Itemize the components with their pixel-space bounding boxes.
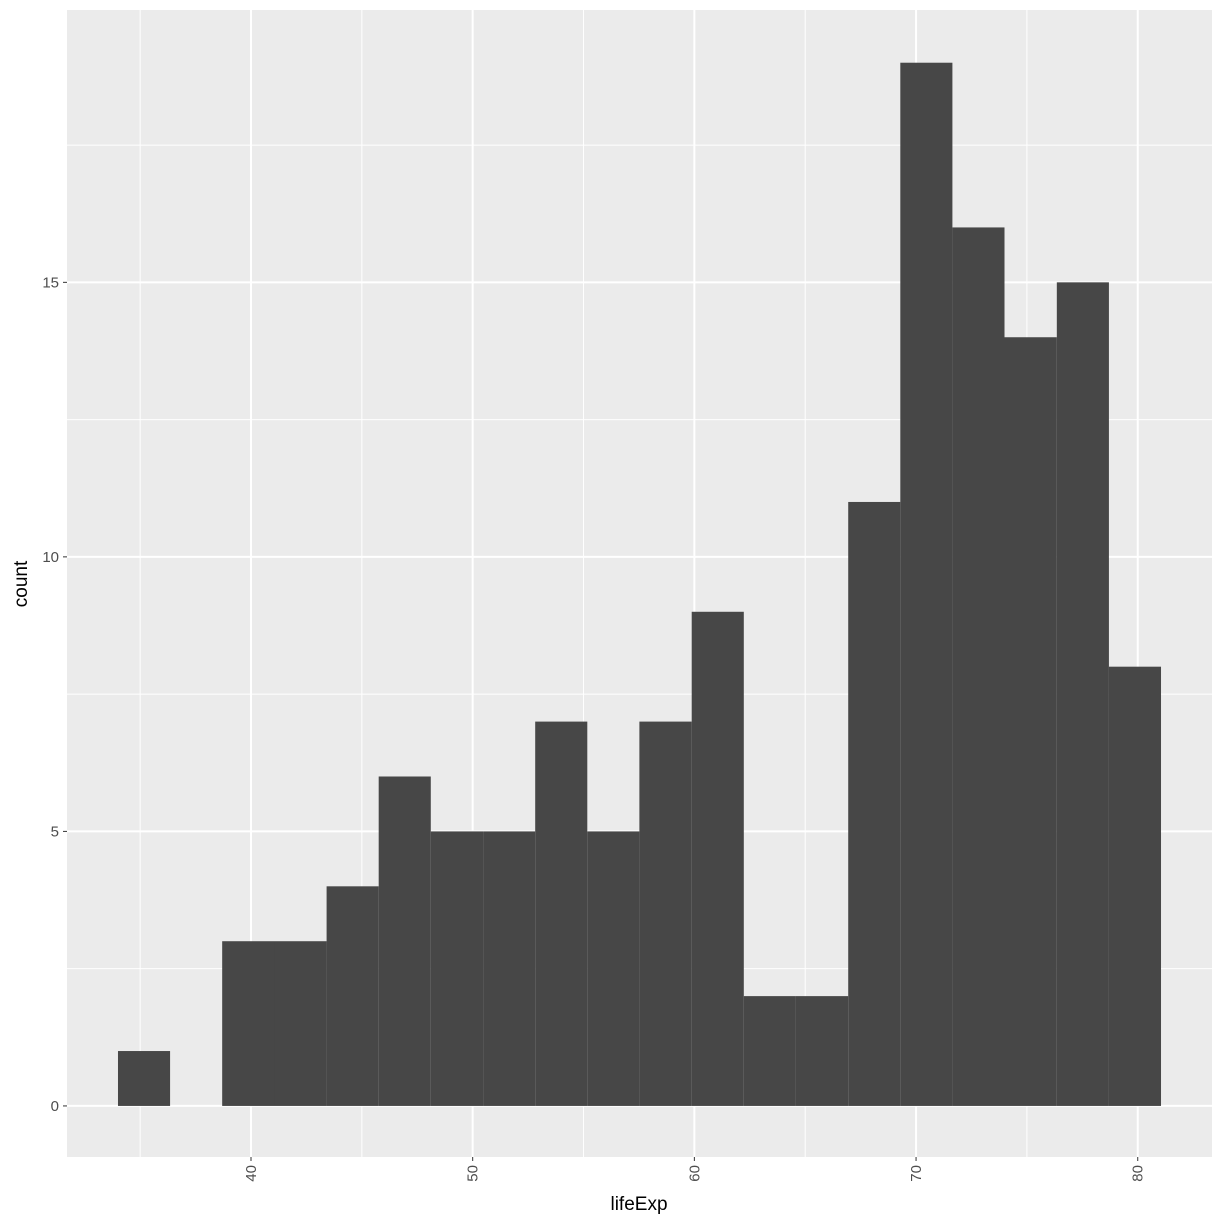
bar [1108, 666, 1162, 1106]
bar [639, 721, 692, 1106]
bar [535, 721, 588, 1106]
bar [848, 501, 901, 1106]
y-axis-title: count [11, 560, 32, 607]
bar [378, 776, 431, 1106]
x-tick-label: 80 [1130, 1165, 1147, 1182]
y-tick-label: 5 [51, 823, 59, 840]
bar [795, 996, 849, 1106]
bar [900, 62, 953, 1106]
bar [587, 831, 640, 1106]
x-tick-label: 60 [686, 1165, 703, 1182]
bar [274, 941, 327, 1106]
bar [952, 227, 1005, 1106]
bar [222, 941, 275, 1106]
bar [1004, 337, 1057, 1106]
x-tick-label: 70 [908, 1165, 925, 1182]
bar [1056, 282, 1109, 1106]
y-tick-label: 15 [42, 274, 59, 291]
bar [743, 996, 796, 1106]
bar [691, 611, 744, 1106]
x-tick-label: 50 [465, 1165, 482, 1182]
x-tick-label: 40 [243, 1165, 260, 1182]
x-axis-title: lifeExp [610, 1194, 667, 1215]
y-tick-label: 10 [42, 549, 59, 566]
bar [326, 886, 379, 1106]
bar [117, 1051, 171, 1106]
bar [483, 831, 536, 1106]
bar [430, 831, 484, 1106]
y-tick-label: 0 [51, 1098, 59, 1115]
